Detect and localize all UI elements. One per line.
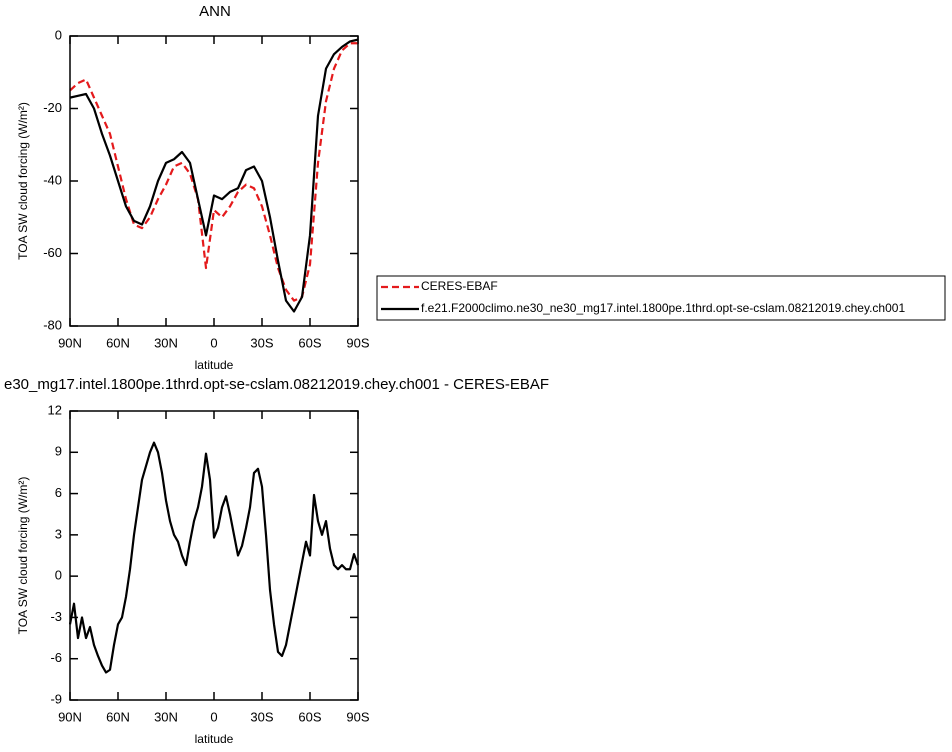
y-tick-label: 6 <box>55 485 62 500</box>
y-axis-label: TOA SW cloud forcing (W/m²) <box>16 477 30 635</box>
y-tick-label: -80 <box>43 317 62 332</box>
x-tick-label: 0 <box>210 709 217 724</box>
legend-box <box>376 275 946 321</box>
x-tick-label: 30S <box>250 335 273 350</box>
legend-label: f.e21.F2000climo.ne30_ne30_mg17.intel.18… <box>421 301 905 315</box>
y-tick-label: 0 <box>55 568 62 583</box>
x-tick-label: 30N <box>154 709 178 724</box>
data-line <box>69 42 358 302</box>
x-tick-label: 0 <box>210 335 217 350</box>
chart-title: ANN <box>199 3 231 20</box>
legend-label: CERES-EBAF <box>421 279 498 293</box>
chart-title: e30_mg17.intel.1800pe.1thrd.opt-se-cslam… <box>4 376 549 393</box>
y-tick-label: -20 <box>43 100 62 115</box>
y-tick-label: -3 <box>50 609 62 624</box>
x-tick-label: 30N <box>154 335 178 350</box>
y-tick-label: 0 <box>55 27 62 42</box>
x-tick-label: 60N <box>106 335 130 350</box>
plot-frame <box>69 410 359 701</box>
x-tick-label: 30S <box>250 709 273 724</box>
y-tick-label: -9 <box>50 691 62 706</box>
data-line <box>69 38 359 313</box>
x-tick-label: 90N <box>58 709 82 724</box>
plot-frame <box>69 35 359 327</box>
y-tick-label: 12 <box>48 402 62 417</box>
y-tick-label: -6 <box>50 650 62 665</box>
x-tick-label: 90N <box>58 335 82 350</box>
x-axis-label: latitude <box>195 358 234 372</box>
x-tick-label: 60S <box>298 709 321 724</box>
x-tick-label: 60S <box>298 335 321 350</box>
x-axis-label: latitude <box>195 732 234 746</box>
x-tick-label: 60N <box>106 709 130 724</box>
y-tick-label: -40 <box>43 172 62 187</box>
y-tick-label: 9 <box>55 444 62 459</box>
y-axis-label: TOA SW cloud forcing (W/m²) <box>16 102 30 260</box>
data-line <box>68 441 360 674</box>
y-tick-label: 3 <box>55 526 62 541</box>
y-tick-label: -60 <box>43 245 62 260</box>
x-tick-label: 90S <box>346 335 369 350</box>
x-tick-label: 90S <box>346 709 369 724</box>
